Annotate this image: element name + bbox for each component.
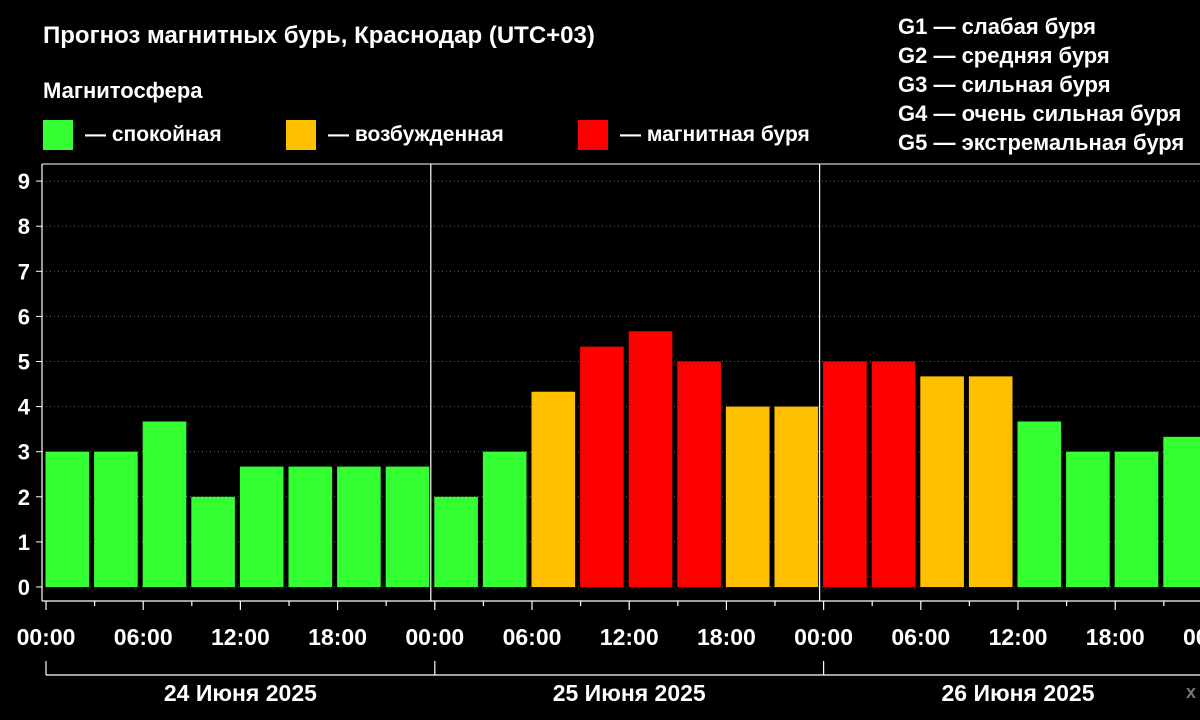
bar (871, 361, 916, 587)
legend-label-excited: — возбужденная (328, 123, 504, 146)
x-tick-label: 06:00 (114, 624, 173, 650)
bar (531, 391, 576, 587)
legend-label-storm: — магнитная буря (620, 123, 810, 146)
y-tick-label: 5 (18, 350, 30, 375)
g-scale-g5: G5 — экстремальная буря (898, 130, 1185, 155)
legend-item-storm: — магнитная буря (578, 120, 810, 150)
bar (385, 466, 430, 587)
legend-swatch-excited (286, 120, 316, 150)
bar (1066, 451, 1110, 587)
y-tick-label: 7 (18, 259, 30, 284)
bar (968, 376, 1013, 587)
y-tick-label: 6 (18, 304, 30, 329)
legend-label-calm: — спокойная (85, 123, 222, 146)
y-tick-label: 4 (18, 395, 31, 420)
x-tick-label: 06:00 (891, 624, 950, 650)
y-tick-label: 1 (18, 530, 30, 555)
g-scale-g1: G1 — слабая буря (898, 14, 1097, 39)
g-scale-g4: G4 — очень сильная буря (898, 101, 1182, 126)
chart-title: Прогноз магнитных бурь, Краснодар (UTC+0… (43, 22, 595, 49)
x-tick-label: 18:00 (697, 624, 756, 650)
g-scale-g3: G3 — сильная буря (898, 72, 1111, 97)
bar (482, 451, 527, 587)
x-tick-label: 00:00 (17, 624, 76, 650)
g-scale-g2: G2 — средняя буря (898, 43, 1110, 68)
bar (1114, 451, 1159, 587)
legend-swatch-storm (578, 120, 608, 150)
x-tick-label: 12:00 (600, 624, 659, 650)
bar (434, 496, 478, 587)
legend-item-calm: — спокойная (43, 120, 222, 150)
legend-swatch-calm (43, 120, 73, 150)
bar (1163, 436, 1200, 587)
bar (774, 406, 819, 587)
bar (920, 376, 964, 587)
bar (628, 331, 673, 587)
bar (142, 421, 187, 587)
y-tick-label: 8 (18, 214, 30, 239)
bar (288, 466, 333, 587)
y-tick-label: 0 (18, 575, 30, 600)
x-tick-label: 18:00 (308, 624, 367, 650)
bar (677, 361, 721, 587)
x-tick-label: 12:00 (211, 624, 270, 650)
x-tick-label: 18:00 (1086, 624, 1145, 650)
day-label: 25 Июня 2025 (553, 680, 706, 706)
y-tick-label: 3 (18, 440, 30, 465)
y-tick-label: 9 (18, 169, 30, 194)
day-label: 26 Июня 2025 (941, 680, 1094, 706)
bar (337, 466, 381, 587)
day-label: 24 Июня 2025 (164, 680, 317, 706)
magnetosphere-subtitle: Магнитосфера (43, 78, 203, 103)
x-tick-label: 00:00 (1183, 624, 1200, 650)
bar (239, 466, 284, 587)
bar (94, 451, 138, 587)
bar (1017, 421, 1062, 587)
x-tick-label: 00:00 (405, 624, 464, 650)
bar (191, 496, 235, 587)
bar (725, 406, 770, 587)
bar (580, 346, 624, 587)
bar (45, 451, 90, 587)
legend-item-excited: — возбужденная (286, 120, 504, 150)
x-tick-label: 06:00 (503, 624, 562, 650)
corner-mark: x (1185, 682, 1196, 702)
y-tick-label: 2 (18, 485, 30, 510)
x-tick-label: 12:00 (989, 624, 1048, 650)
bar (823, 361, 867, 587)
x-tick-label: 00:00 (794, 624, 853, 650)
